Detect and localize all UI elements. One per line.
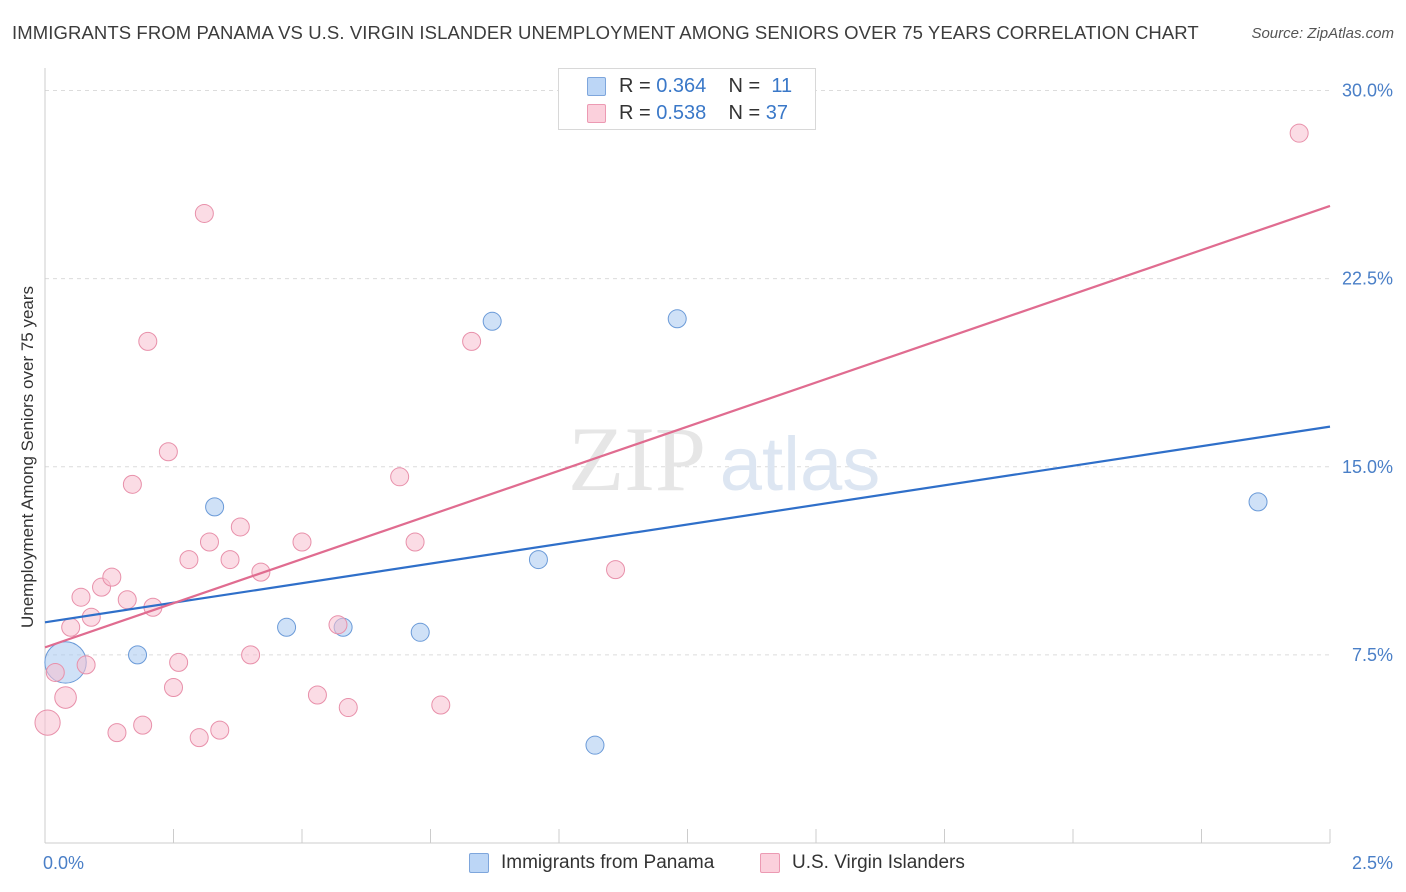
point-panama-8 <box>585 735 605 755</box>
point-virgin-9 <box>107 723 127 743</box>
point-panama-1 <box>128 645 148 665</box>
point-virgin-17 <box>169 652 189 672</box>
point-virgin-34 <box>462 331 482 351</box>
point-panama-5 <box>410 622 430 642</box>
point-virgin-5 <box>76 655 96 675</box>
source-label: Source: ZipAtlas.com <box>1251 25 1394 42</box>
legend-n-label: N = <box>728 102 761 124</box>
watermark-zip: ZIP <box>568 408 706 510</box>
point-panama-7 <box>528 550 548 570</box>
data-points <box>34 123 1309 755</box>
point-virgin-18 <box>179 550 199 570</box>
point-virgin-2 <box>54 686 77 709</box>
point-virgin-16 <box>164 677 183 697</box>
legend-r-value-panama: 0.364 <box>656 75 707 97</box>
point-virgin-32 <box>405 532 425 552</box>
point-virgin-22 <box>210 720 230 740</box>
point-virgin-12 <box>133 715 153 735</box>
y-tick-label-0: 7.5% <box>1352 645 1393 665</box>
legend-n-value-virgin: 37 <box>765 102 789 124</box>
chart-title: IMMIGRANTS FROM PANAMA VS U.S. VIRGIN IS… <box>12 22 1199 43</box>
point-virgin-35 <box>606 560 626 580</box>
series-swatch-panama <box>469 853 489 873</box>
trend-line-panama <box>44 425 1331 624</box>
point-virgin-25 <box>241 645 261 665</box>
point-virgin-10 <box>117 590 137 610</box>
point-panama-9 <box>667 309 687 329</box>
point-panama-10 <box>1248 492 1268 512</box>
legend-r-label: R = <box>619 102 651 124</box>
point-virgin-11 <box>122 474 142 494</box>
point-virgin-13 <box>138 331 158 351</box>
point-virgin-8 <box>102 567 122 587</box>
gridlines <box>45 90 1330 656</box>
legend-swatch-virgin <box>587 104 606 123</box>
point-virgin-24 <box>230 517 250 537</box>
legend-text-panama: R = 0.364 N = 11 <box>619 75 792 98</box>
point-panama-6 <box>482 311 502 331</box>
y-tick-label-3: 30.0% <box>1342 81 1393 101</box>
point-virgin-23 <box>220 550 240 570</box>
correlation-legend: R = 0.364 N = 11 R = 0.538 N = 37 <box>558 68 816 130</box>
legend-n-value-panama: 11 <box>771 75 793 97</box>
point-virgin-19 <box>189 728 209 748</box>
y-axis-label: Unemployment Among Seniors over 75 years <box>18 286 37 628</box>
point-virgin-15 <box>158 442 178 462</box>
point-panama-2 <box>205 497 225 517</box>
point-panama-3 <box>277 617 297 637</box>
legend-n-label: N = <box>728 75 761 97</box>
x-tick-label-0: 0.0% <box>43 853 84 873</box>
legend-r-label: R = <box>619 75 651 97</box>
legend-swatch-panama <box>587 77 606 96</box>
watermark-atlas: atlas <box>720 422 881 507</box>
point-virgin-30 <box>338 698 358 718</box>
point-virgin-3 <box>61 617 81 637</box>
y-tick-label-2: 22.5% <box>1342 269 1393 289</box>
point-virgin-33 <box>431 695 451 715</box>
legend-r-value-virgin: 0.538 <box>656 102 707 124</box>
point-virgin-27 <box>292 532 312 552</box>
tick-labels: 7.5% 15.0% 22.5% 30.0% 0.0% 2.5% <box>43 81 1393 873</box>
point-virgin-31 <box>390 467 410 487</box>
point-virgin-4 <box>71 587 91 607</box>
x-tick-label-1: 2.5% <box>1352 853 1393 873</box>
series-label-virgin: U.S. Virgin Islanders <box>792 852 965 873</box>
point-virgin-29 <box>328 615 348 635</box>
legend-text-virgin: R = 0.538 N = 37 <box>619 102 788 125</box>
trend-line-virgin <box>44 204 1331 649</box>
point-virgin-36 <box>1289 123 1309 143</box>
y-tick-label-1: 15.0% <box>1342 457 1393 477</box>
point-virgin-1 <box>45 662 65 682</box>
trend-lines <box>44 204 1331 649</box>
point-virgin-20 <box>194 203 214 223</box>
series-swatch-virgin <box>760 853 780 873</box>
point-virgin-21 <box>199 532 219 552</box>
point-virgin-28 <box>307 685 327 705</box>
series-label-panama: Immigrants from Panama <box>501 852 715 873</box>
point-virgin-0 <box>34 709 61 736</box>
watermark: ZIP atlas <box>568 408 880 510</box>
